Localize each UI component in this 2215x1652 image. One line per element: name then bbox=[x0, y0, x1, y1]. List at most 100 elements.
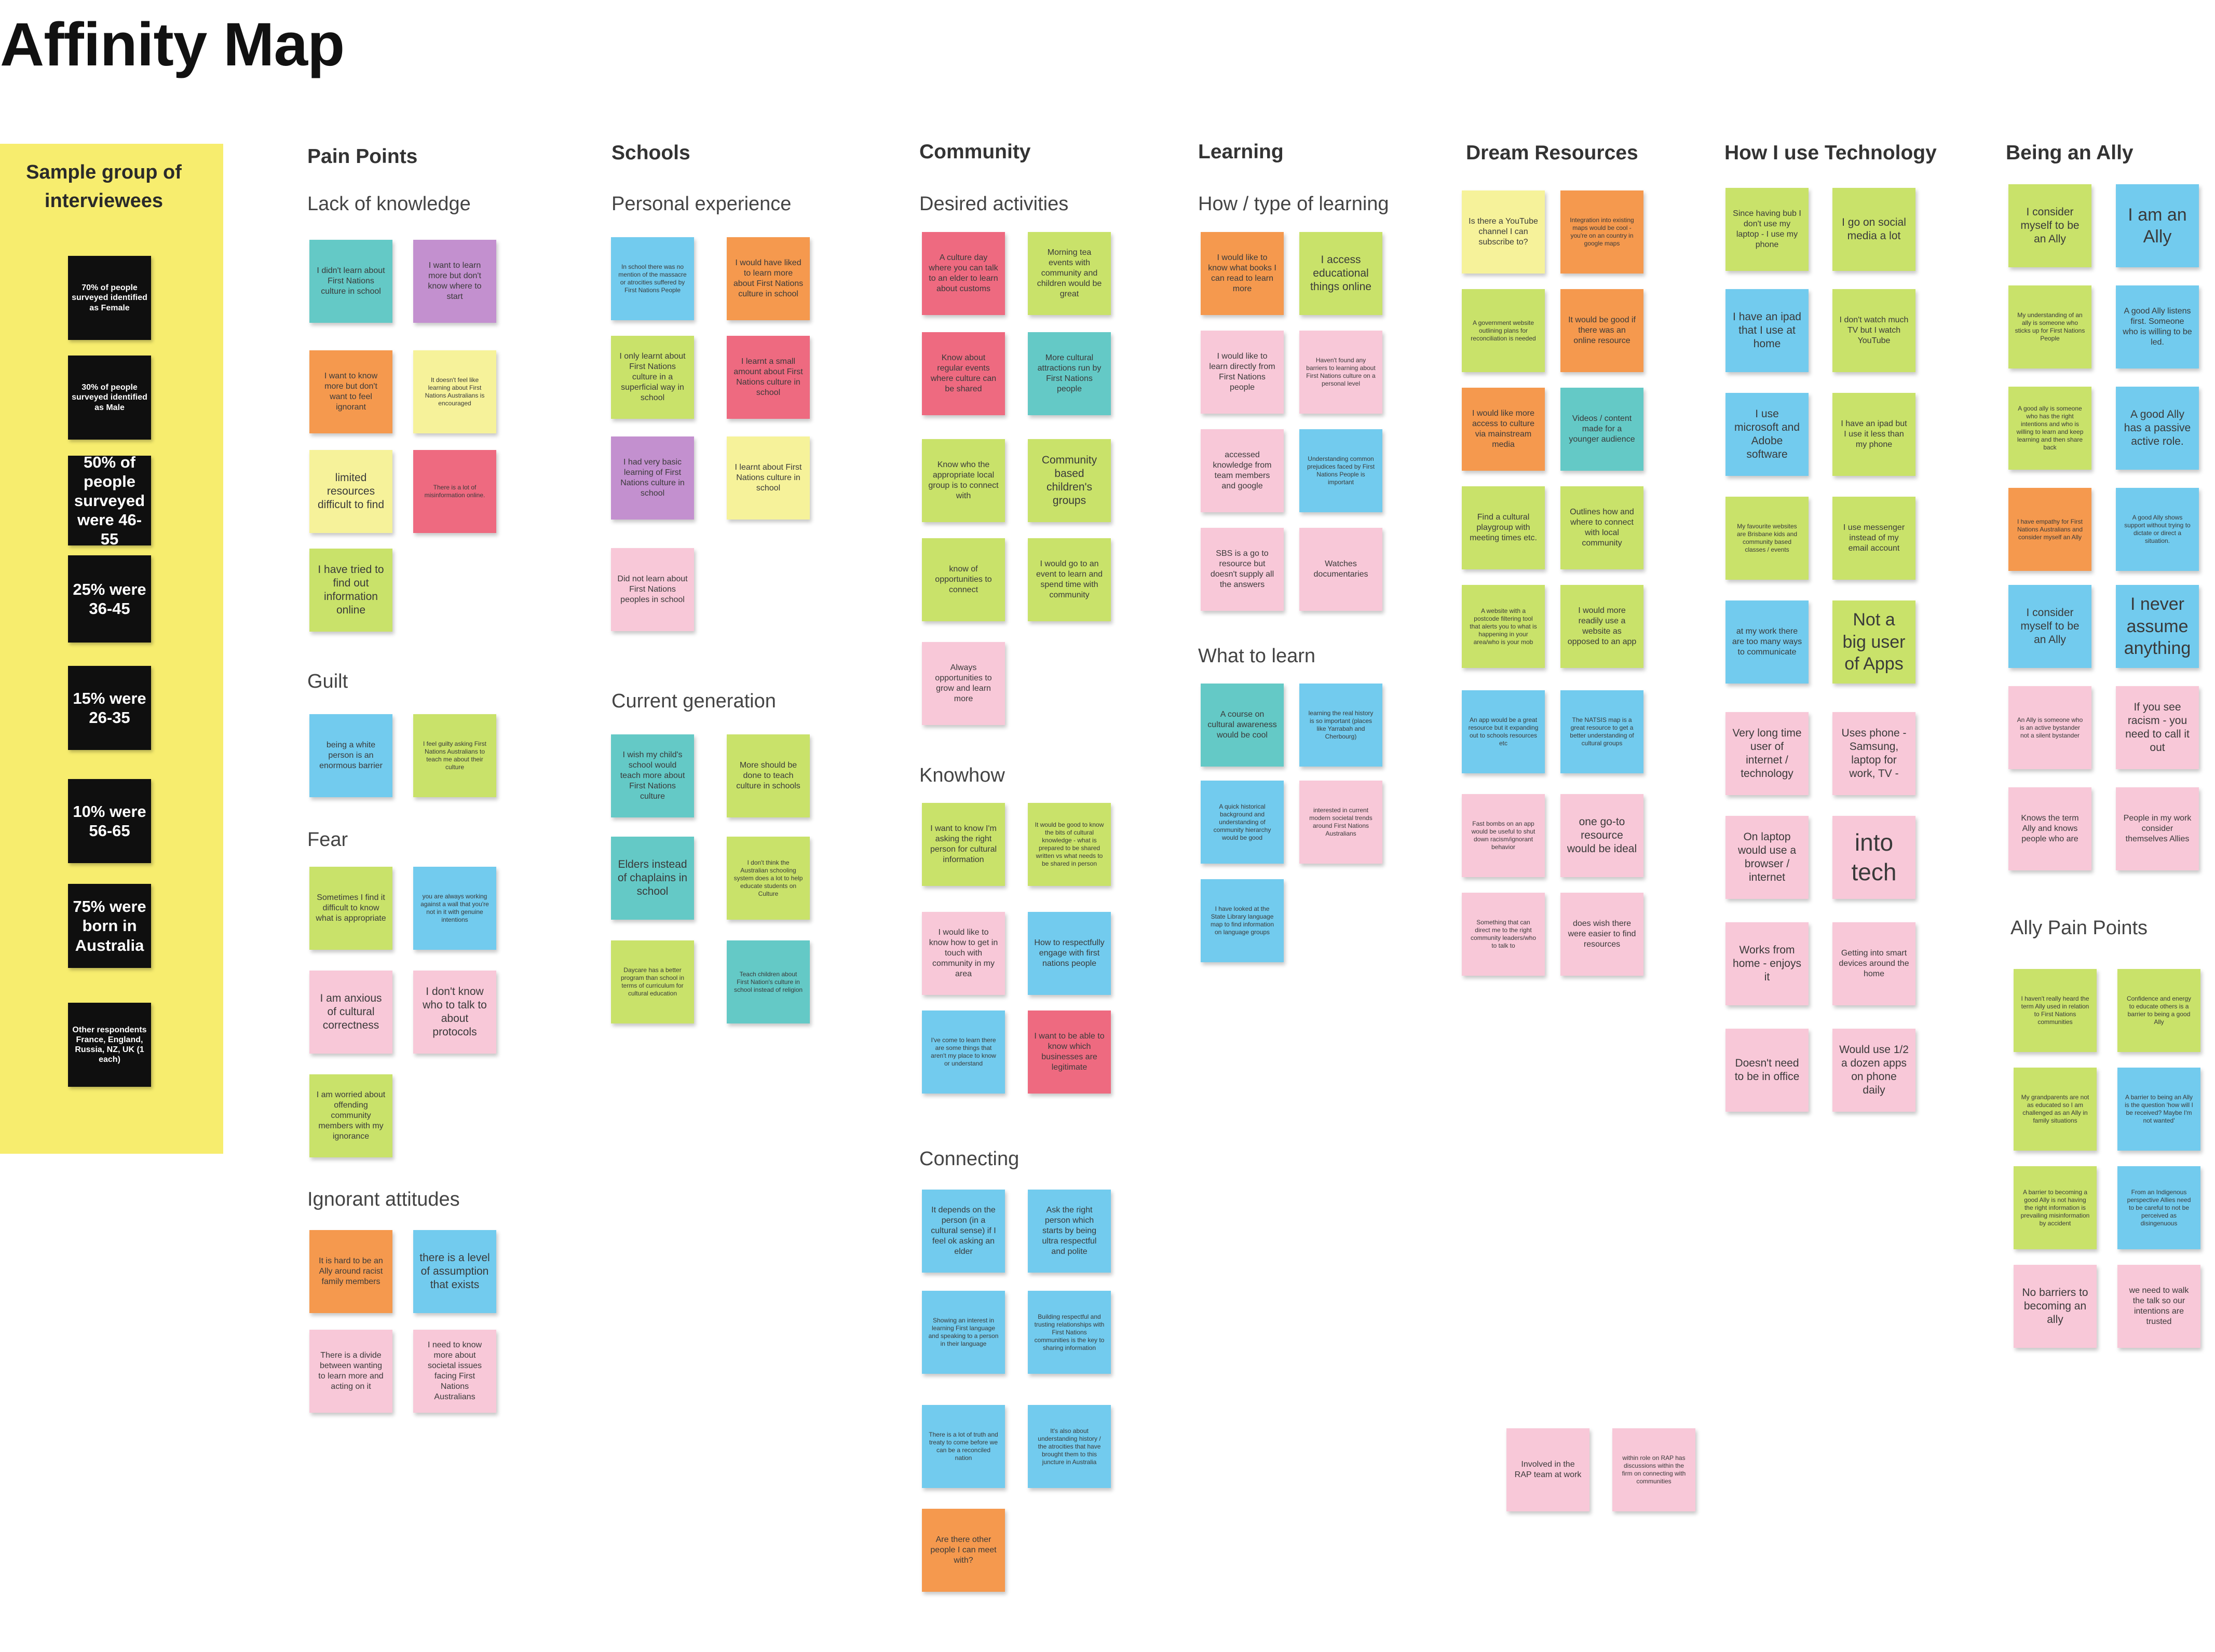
sticky-note[interactable]: I consider myself to be an Ally bbox=[2008, 184, 2091, 267]
sticky-note[interactable]: Daycare has a better program than school… bbox=[611, 940, 694, 1023]
sticky-note[interactable]: A government website outlining plans for… bbox=[1462, 289, 1545, 372]
sticky-note[interactable]: I want to know more but don't want to fe… bbox=[309, 350, 392, 433]
sticky-note[interactable]: Elders instead of chaplains in school bbox=[611, 837, 694, 920]
sticky-note[interactable]: My understanding of an ally is someone w… bbox=[2008, 285, 2091, 368]
sticky-note[interactable]: does wish there were easier to find reso… bbox=[1560, 893, 1643, 976]
sticky-note[interactable]: Integration into existing maps would be … bbox=[1560, 190, 1643, 274]
sticky-note[interactable]: A good Ally listens first. Someone who i… bbox=[2116, 285, 2199, 368]
sticky-note[interactable]: Know who the appropriate local group is … bbox=[922, 439, 1005, 522]
sticky-note[interactable]: know of opportunities to connect bbox=[922, 538, 1005, 621]
sticky-note[interactable]: I would more readily use a website as op… bbox=[1560, 585, 1643, 668]
sticky-note[interactable]: I don't know who to talk to about protoc… bbox=[413, 971, 496, 1054]
sticky-note[interactable]: I've come to learn there are some things… bbox=[922, 1011, 1005, 1094]
sticky-note[interactable]: An app would be a great resource but it … bbox=[1462, 690, 1545, 773]
sticky-note[interactable]: I consider myself to be an Ally bbox=[2008, 585, 2091, 668]
sticky-note[interactable]: Since having bub I don't use my laptop -… bbox=[1725, 188, 1809, 271]
sticky-note[interactable]: If you see racism - you need to call it … bbox=[2116, 686, 2199, 769]
sticky-note[interactable]: There is a lot of misinformation online. bbox=[413, 450, 496, 533]
sticky-note[interactable]: I don't think the Australian schooling s… bbox=[727, 837, 810, 920]
sticky-note[interactable]: On laptop would use a browser / internet bbox=[1725, 816, 1809, 899]
sticky-note[interactable]: Videos / content made for a younger audi… bbox=[1560, 388, 1643, 471]
sticky-note[interactable]: It depends on the person (in a cultural … bbox=[922, 1190, 1005, 1273]
sticky-note[interactable]: Confidence and energy to educate others … bbox=[2117, 969, 2200, 1052]
sticky-note[interactable]: Is there a YouTube channel I can subscri… bbox=[1462, 190, 1545, 274]
sticky-note[interactable]: I am worried about offending community m… bbox=[309, 1074, 392, 1157]
sticky-note[interactable]: accessed knowledge from team members and… bbox=[1201, 429, 1284, 512]
sticky-note[interactable]: A barrier to being an Ally is the questi… bbox=[2117, 1068, 2200, 1151]
sticky-note[interactable]: Always opportunities to grow and learn m… bbox=[922, 642, 1005, 725]
sticky-note[interactable]: It would be good to know the bits of cul… bbox=[1028, 803, 1111, 886]
sticky-note[interactable]: interested in current modern societal tr… bbox=[1299, 781, 1382, 864]
sticky-note[interactable]: I have tried to find out information onl… bbox=[309, 549, 392, 632]
sticky-note[interactable]: A course on cultural awareness would be … bbox=[1201, 684, 1284, 767]
sticky-note[interactable]: there is a level of assumption that exis… bbox=[413, 1230, 496, 1313]
sticky-note[interactable]: I wish my child's school would teach mor… bbox=[611, 734, 694, 817]
sticky-note[interactable]: People in my work consider themselves Al… bbox=[2116, 787, 2199, 870]
sticky-note[interactable]: Haven't found any barriers to learning a… bbox=[1299, 331, 1382, 414]
sticky-note[interactable]: Find a cultural playgroup with meeting t… bbox=[1462, 486, 1545, 569]
sticky-note[interactable]: More should be done to teach culture in … bbox=[727, 734, 810, 817]
sticky-note[interactable]: I am anxious of cultural correctness bbox=[309, 971, 392, 1054]
sticky-note[interactable]: I use microsoft and Adobe software bbox=[1725, 393, 1809, 476]
sticky-note[interactable]: you are always working against a wall th… bbox=[413, 867, 496, 950]
sticky-note[interactable]: Outlines how and where to connect with l… bbox=[1560, 486, 1643, 569]
sticky-note[interactable]: A website with a postcode filtering tool… bbox=[1462, 585, 1545, 668]
sticky-note[interactable]: From an Indigenous perspective Allies ne… bbox=[2117, 1166, 2200, 1249]
sticky-note[interactable]: I would like to know how to get in touch… bbox=[922, 912, 1005, 995]
sticky-note[interactable]: My grandparents are not as educated so I… bbox=[2014, 1068, 2097, 1151]
sticky-note[interactable]: Watches documentaries bbox=[1299, 528, 1382, 611]
sticky-note[interactable]: I learnt a small amount about First Nati… bbox=[727, 336, 810, 419]
sticky-note[interactable]: Something that can direct me to the righ… bbox=[1462, 893, 1545, 976]
sticky-note[interactable]: I have looked at the State Library langu… bbox=[1201, 879, 1284, 962]
sticky-note[interactable]: I learnt about First Nations culture in … bbox=[727, 436, 810, 520]
sticky-note[interactable]: There is a lot of truth and treaty to co… bbox=[922, 1405, 1005, 1488]
sticky-note[interactable]: Knows the term Ally and knows people who… bbox=[2008, 787, 2091, 870]
sticky-note[interactable]: Would use 1/2 a dozen apps on phone dail… bbox=[1832, 1029, 1915, 1112]
sticky-note[interactable]: A quick historical background and unders… bbox=[1201, 781, 1284, 864]
sticky-note[interactable]: I would like to learn directly from Firs… bbox=[1201, 331, 1284, 414]
sticky-note[interactable]: I want to know I'm asking the right pers… bbox=[922, 803, 1005, 886]
sticky-note[interactable]: learning the real history is so importan… bbox=[1299, 684, 1382, 767]
sticky-note[interactable]: I didn't learn about First Nations cultu… bbox=[309, 240, 392, 323]
sticky-note[interactable]: Know about regular events where culture … bbox=[922, 332, 1005, 415]
sticky-note[interactable]: I have empathy for First Nations Austral… bbox=[2008, 488, 2091, 571]
sticky-note[interactable]: Did not learn about First Nations people… bbox=[611, 548, 694, 631]
sticky-note[interactable]: I would go to an event to learn and spen… bbox=[1028, 538, 1111, 621]
sticky-note[interactable]: I have an ipad but I use it less than my… bbox=[1832, 393, 1915, 476]
sticky-note[interactable]: I never assume anything bbox=[2116, 585, 2199, 668]
sticky-note[interactable]: It's also about understanding history / … bbox=[1028, 1405, 1111, 1488]
sticky-note[interactable]: I only learnt about First Nations cultur… bbox=[611, 336, 694, 419]
sticky-note[interactable]: A culture day where you can talk to an e… bbox=[922, 232, 1005, 315]
sticky-note[interactable]: There is a divide between wanting to lea… bbox=[309, 1330, 392, 1413]
sticky-note[interactable]: Uses phone - Samsung, laptop for work, T… bbox=[1832, 712, 1915, 795]
sticky-note[interactable]: limited resources difficult to find bbox=[309, 450, 392, 533]
sticky-note[interactable]: A good ally is someone who has the right… bbox=[2008, 387, 2091, 470]
sticky-note[interactable]: I go on social media a lot bbox=[1832, 188, 1915, 271]
sticky-note[interactable]: More cultural attractions run by First N… bbox=[1028, 332, 1111, 415]
sticky-note[interactable]: being a white person is an enormous barr… bbox=[309, 714, 392, 797]
sticky-note[interactable]: I access educational things online bbox=[1299, 232, 1382, 315]
sticky-note[interactable]: I need to know more about societal issue… bbox=[413, 1330, 496, 1413]
sticky-note[interactable]: Very long time user of internet / techno… bbox=[1725, 712, 1809, 795]
sticky-note[interactable]: Showing an interest in learning First la… bbox=[922, 1291, 1005, 1374]
sticky-note[interactable]: I want to be able to know which business… bbox=[1028, 1011, 1111, 1094]
sticky-note[interactable]: I am an Ally bbox=[2116, 184, 2199, 267]
sticky-note[interactable]: Fast bombs on an app would be useful to … bbox=[1462, 794, 1545, 877]
sticky-note[interactable]: Doesn't need to be in office bbox=[1725, 1029, 1809, 1112]
sticky-note[interactable]: I had very basic learning of First Natio… bbox=[611, 436, 694, 520]
sticky-note[interactable]: I would have liked to learn more about F… bbox=[727, 237, 810, 320]
sticky-note[interactable]: Ask the right person which starts by bei… bbox=[1028, 1190, 1111, 1273]
sticky-note[interactable]: Teach children about First Nation's cult… bbox=[727, 940, 810, 1023]
sticky-note[interactable]: within role on RAP has discussions withi… bbox=[1612, 1428, 1695, 1511]
sticky-note[interactable]: No barriers to becoming an ally bbox=[2014, 1265, 2097, 1348]
sticky-note[interactable]: SBS is a go to resource but doesn't supp… bbox=[1201, 528, 1284, 611]
sticky-note[interactable]: Morning tea events with community and ch… bbox=[1028, 232, 1111, 315]
sticky-note[interactable]: Works from home - enjoys it bbox=[1725, 922, 1809, 1005]
sticky-note[interactable]: Community based children's groups bbox=[1028, 439, 1111, 522]
sticky-note[interactable]: into tech bbox=[1832, 816, 1915, 899]
sticky-note[interactable]: A barrier to becoming a good Ally is not… bbox=[2014, 1166, 2097, 1249]
sticky-note[interactable]: I use messenger instead of my email acco… bbox=[1832, 497, 1915, 580]
sticky-note[interactable]: It doesn't feel like learning about Firs… bbox=[413, 350, 496, 433]
sticky-note[interactable]: at my work there are too many ways to co… bbox=[1725, 600, 1809, 684]
sticky-note[interactable]: I would like more access to culture via … bbox=[1462, 388, 1545, 471]
